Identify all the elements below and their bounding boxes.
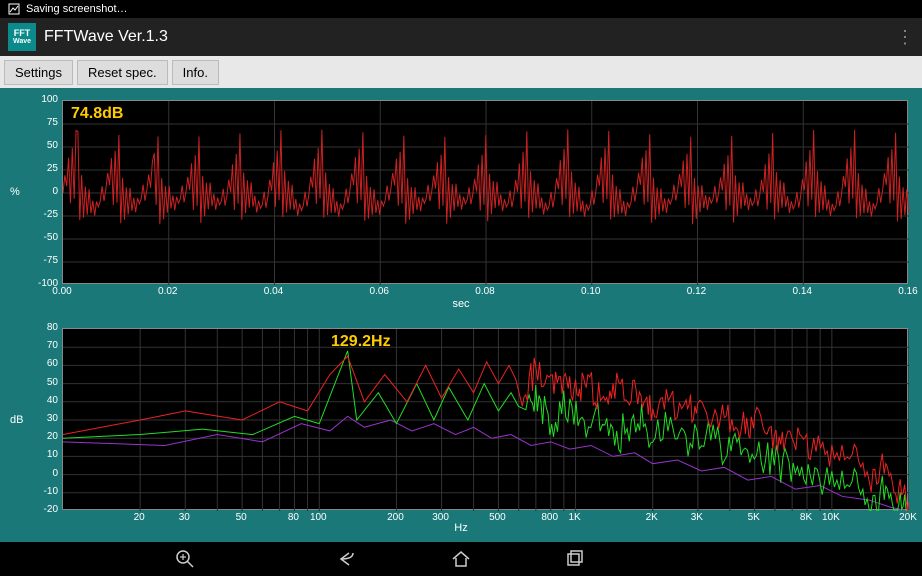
android-status-bar: Saving screenshot… bbox=[0, 0, 922, 18]
x-tick: 0.12 bbox=[687, 286, 706, 297]
app-title-bar: FFT Wave FFTWave Ver.1.3 ⋮ bbox=[0, 18, 922, 56]
y-tick: 20 bbox=[10, 431, 58, 442]
y-tick: 10 bbox=[10, 449, 58, 460]
x-tick: 30 bbox=[179, 512, 190, 523]
x-axis-label: sec bbox=[452, 298, 469, 310]
x-tick: 5K bbox=[748, 512, 760, 523]
y-tick: -10 bbox=[10, 486, 58, 497]
x-tick: 0.16 bbox=[898, 286, 917, 297]
x-tick: 2K bbox=[646, 512, 658, 523]
y-tick: 50 bbox=[10, 377, 58, 388]
x-tick: 80 bbox=[288, 512, 299, 523]
x-tick: 300 bbox=[432, 512, 449, 523]
chart-area: % 74.8dB sec -100-75-50-2502550751000.00… bbox=[0, 88, 922, 542]
waveform-chart: % 74.8dB sec -100-75-50-2502550751000.00… bbox=[10, 96, 912, 314]
x-tick: 0.14 bbox=[793, 286, 812, 297]
x-tick: 0.04 bbox=[264, 286, 283, 297]
x-tick: 0.02 bbox=[158, 286, 177, 297]
overflow-menu-icon[interactable]: ⋮ bbox=[896, 27, 914, 48]
hz-annotation: 129.2Hz bbox=[331, 333, 391, 351]
spectrum-chart: dB 129.2Hz Hz -20-1001020304050607080203… bbox=[10, 324, 912, 536]
app-icon: FFT Wave bbox=[8, 23, 36, 51]
y-tick: 60 bbox=[10, 358, 58, 369]
y-tick: 0 bbox=[10, 468, 58, 479]
status-text: Saving screenshot… bbox=[26, 3, 128, 15]
toolbar: Settings Reset spec. Info. bbox=[0, 56, 922, 88]
y-tick: -20 bbox=[10, 504, 58, 515]
y-tick: 80 bbox=[10, 322, 58, 333]
android-nav-bar bbox=[0, 542, 922, 576]
y-tick: 25 bbox=[10, 163, 58, 174]
x-tick: 800 bbox=[541, 512, 558, 523]
x-tick: 0.00 bbox=[52, 286, 71, 297]
y-tick: 40 bbox=[10, 395, 58, 406]
x-tick: 50 bbox=[236, 512, 247, 523]
app-title: FFTWave Ver.1.3 bbox=[44, 28, 168, 46]
db-annotation: 74.8dB bbox=[71, 105, 123, 123]
zoom-icon[interactable] bbox=[175, 549, 195, 569]
x-tick: 0.08 bbox=[475, 286, 494, 297]
y-tick: -25 bbox=[10, 209, 58, 220]
x-tick: 1K bbox=[568, 512, 580, 523]
y-tick: 75 bbox=[10, 117, 58, 128]
x-tick: 20 bbox=[134, 512, 145, 523]
x-axis-label: Hz bbox=[454, 522, 467, 534]
reset-spec-button[interactable]: Reset spec. bbox=[77, 60, 168, 85]
info-button[interactable]: Info. bbox=[172, 60, 219, 85]
x-tick: 0.10 bbox=[581, 286, 600, 297]
x-tick: 20K bbox=[899, 512, 917, 523]
settings-button[interactable]: Settings bbox=[4, 60, 73, 85]
y-tick: 70 bbox=[10, 340, 58, 351]
x-tick: 10K bbox=[822, 512, 840, 523]
back-button[interactable] bbox=[335, 549, 359, 569]
y-tick: 100 bbox=[10, 94, 58, 105]
image-icon bbox=[8, 3, 20, 15]
x-tick: 100 bbox=[310, 512, 327, 523]
y-tick: -75 bbox=[10, 255, 58, 266]
y-tick: 30 bbox=[10, 413, 58, 424]
x-tick: 3K bbox=[691, 512, 703, 523]
recent-button[interactable] bbox=[563, 549, 587, 569]
x-tick: 500 bbox=[489, 512, 506, 523]
x-tick: 0.06 bbox=[370, 286, 389, 297]
y-tick: 50 bbox=[10, 140, 58, 151]
home-button[interactable] bbox=[449, 549, 473, 569]
x-tick: 8K bbox=[800, 512, 812, 523]
x-tick: 200 bbox=[387, 512, 404, 523]
y-tick: -50 bbox=[10, 232, 58, 243]
y-tick: -100 bbox=[10, 278, 58, 289]
y-tick: 0 bbox=[10, 186, 58, 197]
